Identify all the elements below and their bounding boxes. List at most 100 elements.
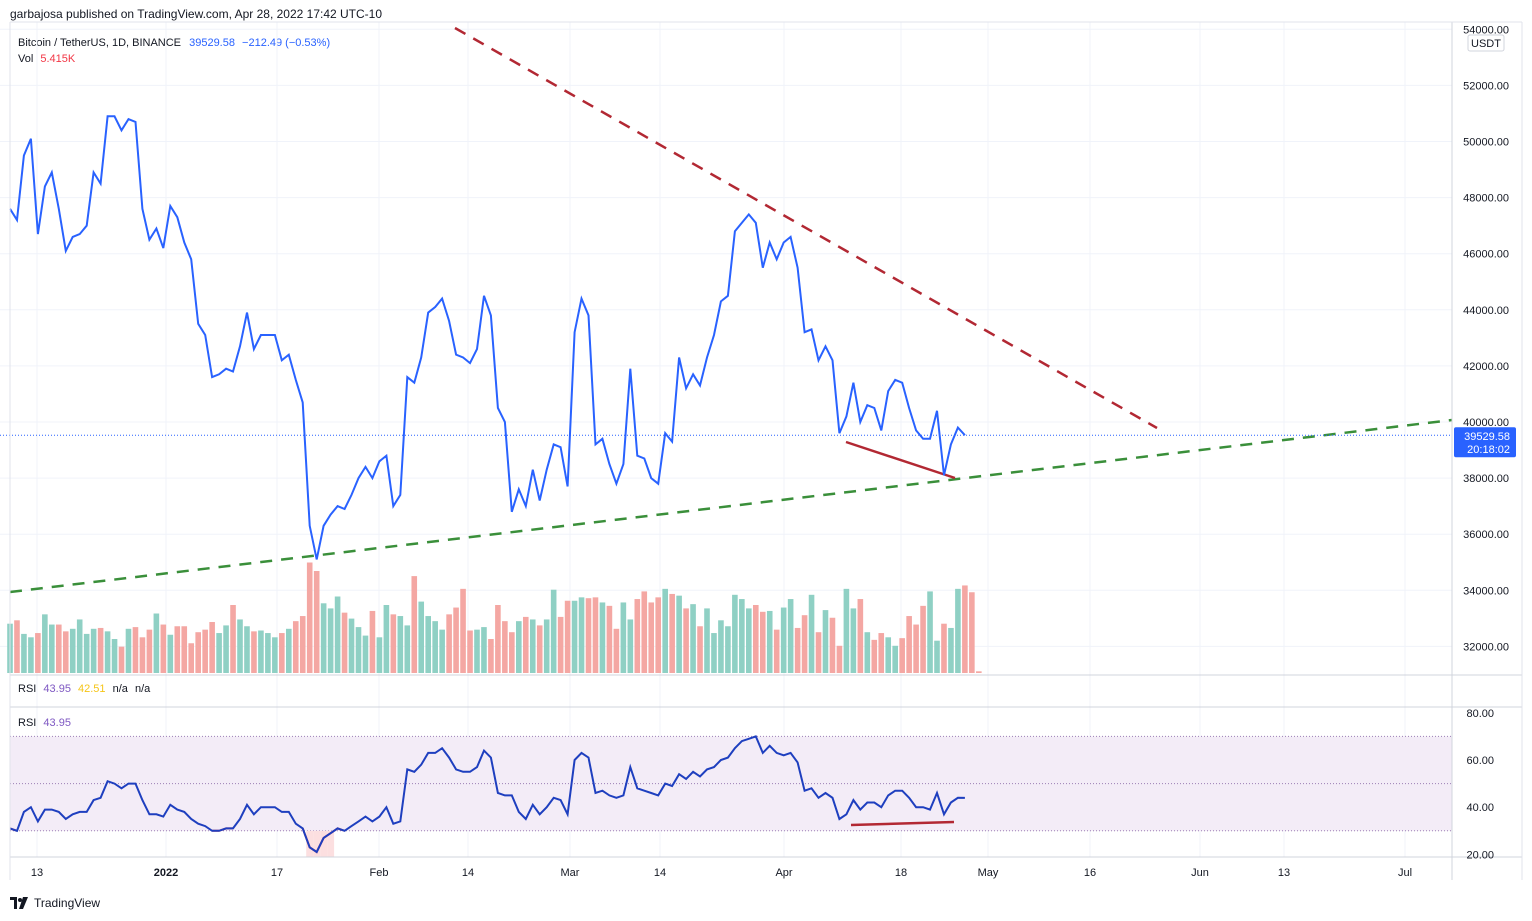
time-axis-labels: 13 2022 17 Feb 14 Mar 14 Apr 18 May 16 Jun 13 Jul xyxy=(31,867,1412,879)
symbol-legend-row[interactable]: Bitcoin / TetherUS, 1D, BINANCE 39529.58… xyxy=(18,35,330,51)
volume-bar xyxy=(871,639,878,673)
volume-bar xyxy=(460,588,466,673)
volume-bar xyxy=(606,605,613,673)
volume-bar xyxy=(139,637,146,673)
volume-bar xyxy=(669,593,675,673)
rsi-divergence-line xyxy=(850,820,955,827)
volume-bar xyxy=(585,598,592,673)
chart-canvas[interactable]: 54000.00 52000.00 50000.00 48000.00 46000.00… xyxy=(0,0,1532,890)
rsi-na-value-2: n/a xyxy=(134,683,151,695)
volume-bar xyxy=(55,624,62,673)
volume-bar xyxy=(320,603,327,673)
price-tick-label: 54000.00 xyxy=(1463,24,1509,36)
volume-bar xyxy=(216,633,222,673)
price-tick-label: 48000.00 xyxy=(1463,193,1509,205)
volume-bar xyxy=(934,640,940,673)
volume-bar xyxy=(404,625,411,673)
time-axis-label: 13 xyxy=(1278,867,1290,879)
currency-badge-label: USDT xyxy=(1471,38,1501,50)
volume-bar xyxy=(439,629,445,673)
volume-label: Vol xyxy=(18,53,34,65)
publish-info: garbajosa published on TradingView.com, … xyxy=(10,7,383,21)
time-axis-label: May xyxy=(978,867,999,879)
volume-bar xyxy=(495,605,501,673)
volume-bar xyxy=(223,625,229,673)
volume-bar xyxy=(969,592,975,673)
last-price-value: 39529.58 xyxy=(189,37,235,49)
volume-bar xyxy=(174,626,181,673)
volume-bar xyxy=(153,613,160,673)
rsi-tick-label: 20.00 xyxy=(1466,849,1494,861)
volume-bar xyxy=(641,591,648,673)
volume-bar xyxy=(418,601,425,673)
volume-bar xyxy=(836,645,843,673)
volume-bar xyxy=(251,631,257,673)
volume-bar xyxy=(299,616,306,673)
price-tick-label: 40000.00 xyxy=(1463,417,1509,429)
volume-bar xyxy=(28,637,34,673)
rsi-legend-top[interactable]: RSI 43.95 42.51 n/a n/a xyxy=(18,683,150,695)
time-axis-label: Feb xyxy=(370,867,389,879)
volume-bar xyxy=(962,585,968,673)
rsi-oversold-highlight xyxy=(313,830,321,857)
volume-bar xyxy=(306,562,313,673)
price-change-value: −212.49 (−0.53%) xyxy=(242,37,331,49)
volume-bar xyxy=(481,627,487,673)
rsi-label: RSI xyxy=(18,717,37,729)
volume-bar xyxy=(543,619,550,673)
volume-bar xyxy=(864,632,871,673)
volume-bar xyxy=(76,619,83,673)
volume-bar xyxy=(516,621,522,673)
volume-bar xyxy=(265,633,271,673)
volume-bar xyxy=(522,616,529,673)
time-axis-label: Apr xyxy=(775,867,792,879)
volume-bar xyxy=(704,608,710,673)
trendlines xyxy=(0,26,1453,854)
price-tick-label: 36000.00 xyxy=(1463,529,1509,541)
volume-bar xyxy=(35,633,41,673)
volume-bar xyxy=(913,624,919,673)
rsi-legend-bottom[interactable]: RSI 43.95 xyxy=(18,717,71,729)
volume-bar xyxy=(383,605,390,673)
volume-bar xyxy=(885,637,892,673)
volume-bar xyxy=(146,629,153,673)
volume-bar xyxy=(69,628,76,673)
rsi-value: 43.95 xyxy=(43,683,71,695)
volume-bar xyxy=(878,633,885,673)
volume-bar xyxy=(801,615,808,673)
volume-bar xyxy=(536,625,543,673)
volume-bar xyxy=(948,627,954,673)
volume-bar xyxy=(446,614,452,673)
volume-bar xyxy=(780,607,787,673)
volume-bar xyxy=(599,602,606,673)
volume-bar xyxy=(21,633,27,673)
volume-bar xyxy=(432,621,438,673)
time-axis-label: Jul xyxy=(1398,867,1412,879)
volume-bar xyxy=(634,599,641,673)
volume-bar xyxy=(83,633,90,673)
volume-bar xyxy=(732,594,738,673)
volume-bar xyxy=(655,597,662,673)
volume-legend-row[interactable]: Vol 5.415K xyxy=(18,51,330,67)
currency-badge-bg xyxy=(1467,34,1505,52)
volume-bar xyxy=(718,620,724,673)
rsi-axis-ticks: 80.00 60.00 40.00 20.00 xyxy=(1466,708,1494,862)
volume-bar xyxy=(976,671,982,673)
volume-bar xyxy=(613,628,620,673)
volume-bar xyxy=(42,614,48,673)
volume-bar xyxy=(648,602,655,673)
support-trendline xyxy=(9,418,1453,594)
rsi-tick-label: 40.00 xyxy=(1466,802,1494,814)
volume-bar xyxy=(453,607,459,673)
volume-bar xyxy=(237,619,243,673)
volume-bar xyxy=(857,599,864,673)
price-tick-label: 32000.00 xyxy=(1463,641,1509,653)
volume-bar xyxy=(355,627,362,673)
volume-bar xyxy=(118,646,125,673)
tradingview-footer[interactable]: TradingView xyxy=(10,896,100,910)
rsi-oversold-highlight xyxy=(306,830,314,857)
volume-bars xyxy=(7,562,982,673)
time-axis-label: 16 xyxy=(1084,867,1096,879)
volume-bar xyxy=(955,588,961,673)
tradingview-logo-icon xyxy=(10,897,28,909)
